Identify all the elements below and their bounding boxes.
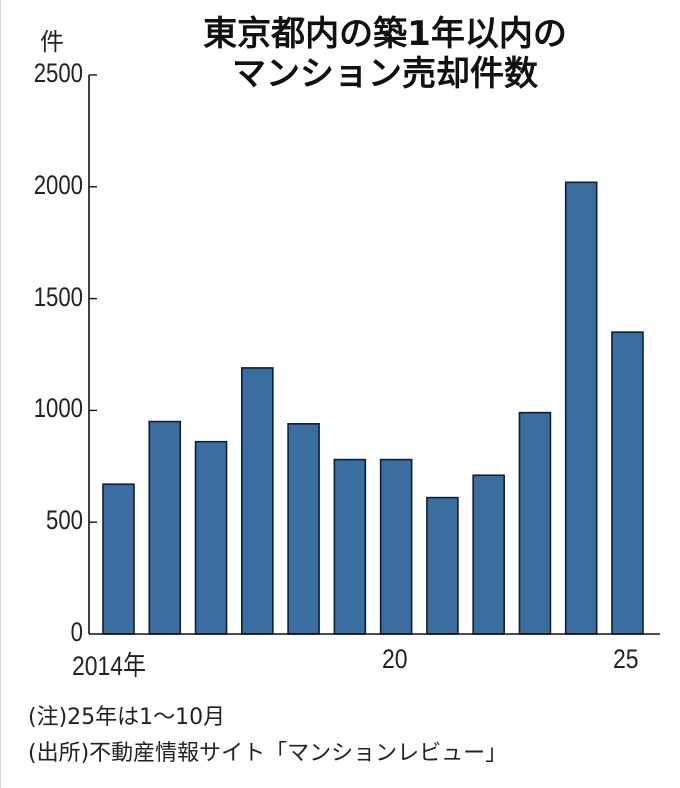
y-tick-label: 2000: [33, 169, 83, 200]
bar: [241, 367, 274, 635]
x-tick-label: 2014年: [72, 651, 147, 681]
bar: [148, 420, 182, 635]
bar: [472, 474, 505, 635]
bar: [379, 458, 413, 635]
footnotes: (注)25年は1～10月 (出所)不動産情報サイト「マンションレビュー」: [28, 700, 507, 772]
bar: [194, 440, 228, 635]
chart-title: 東京都内の築1年以内の マンション売却件数: [150, 14, 620, 94]
footnote-note: (注)25年は1～10月: [28, 705, 226, 730]
y-tick-label: 1000: [33, 393, 83, 424]
bar: [102, 483, 135, 635]
chart-title-line-1: 東京都内の築1年以内の: [203, 14, 567, 54]
x-tick-label: 25: [613, 644, 640, 674]
y-axis-unit-label: 件: [40, 28, 64, 56]
chart-title-line-2: マンション売却件数: [232, 54, 538, 94]
plot-area: [88, 74, 660, 635]
bar: [333, 458, 367, 635]
bar-chart: 0 500 1000 1500 2000 2500 2014年 20 25: [33, 58, 660, 681]
x-tick-label: 20: [382, 644, 408, 674]
bar: [287, 423, 320, 635]
bar: [426, 496, 459, 635]
bar: [611, 331, 644, 635]
y-tick-label: 0: [70, 617, 83, 647]
y-tick-label: 500: [46, 505, 83, 536]
left-border: [0, 0, 1, 788]
bar: [564, 181, 598, 635]
y-tick-label: 1500: [33, 281, 83, 312]
footnote-source: (出所)不動産情報サイト「マンションレビュー」: [28, 741, 508, 766]
bar: [518, 411, 552, 635]
y-tick-label: 2500: [33, 58, 83, 88]
